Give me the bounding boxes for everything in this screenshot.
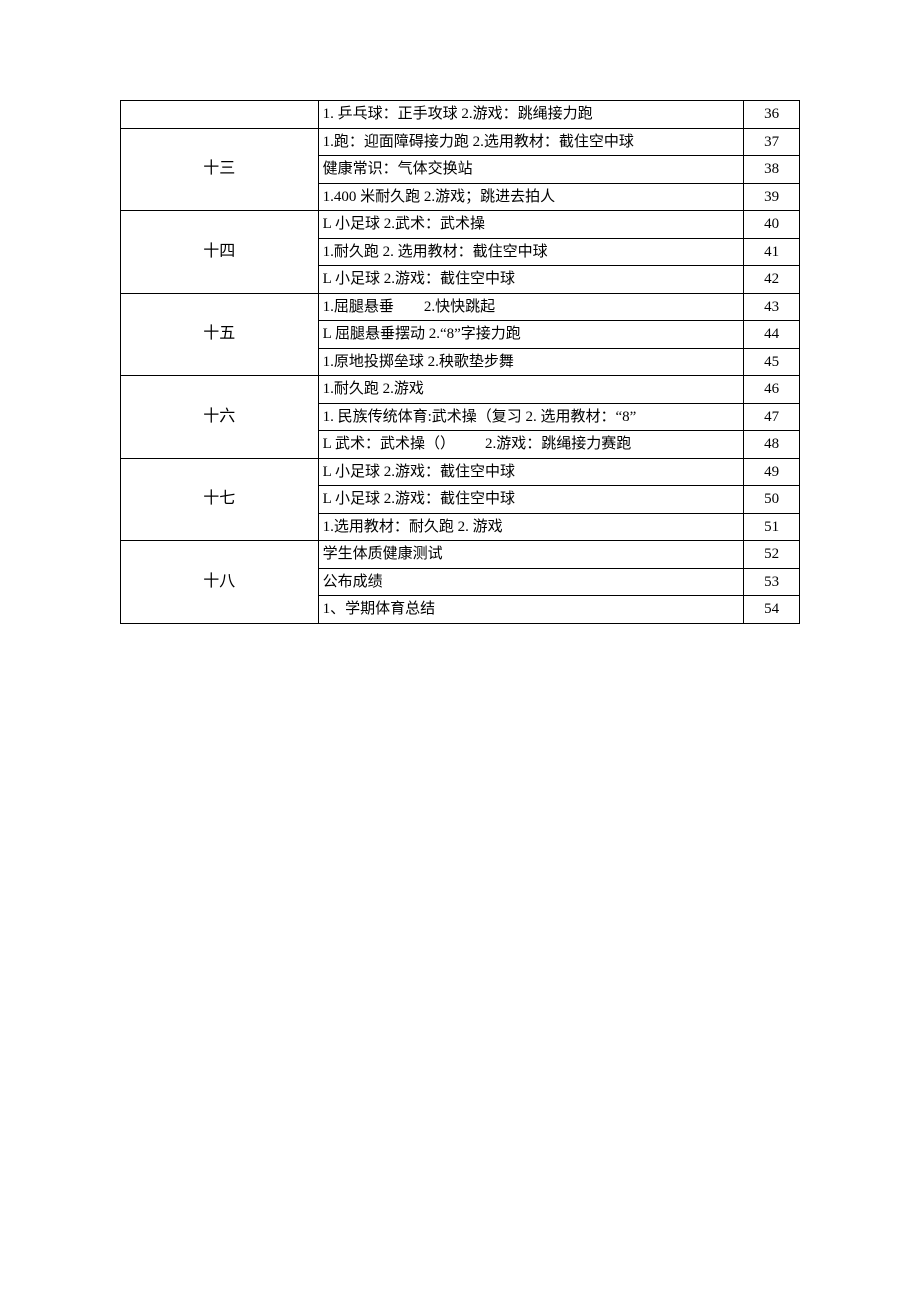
content-cell: L 武术：武术操（） 2.游戏：跳绳接力赛跑: [318, 431, 744, 459]
week-cell: 十八: [121, 541, 319, 624]
number-cell: 48: [744, 431, 800, 459]
number-cell: 47: [744, 403, 800, 431]
number-cell: 53: [744, 568, 800, 596]
content-cell: 1.屈腿悬垂 2.快快跳起: [318, 293, 744, 321]
document-page: 1. 乒乓球：正手攻球 2.游戏：跳绳接力跑36十三1.跑：迎面障碍接力跑 2.…: [0, 0, 920, 624]
table-row: 十三1.跑：迎面障碍接力跑 2.选用教材：截住空中球37: [121, 128, 800, 156]
number-cell: 37: [744, 128, 800, 156]
number-cell: 38: [744, 156, 800, 184]
number-cell: 36: [744, 101, 800, 129]
table-row: 十七L 小足球 2.游戏：截住空中球49: [121, 458, 800, 486]
content-cell: L 小足球 2.游戏：截住空中球: [318, 458, 744, 486]
content-cell: 1.选用教材：耐久跑 2. 游戏: [318, 513, 744, 541]
week-cell: 十七: [121, 458, 319, 541]
number-cell: 43: [744, 293, 800, 321]
week-cell: 十四: [121, 211, 319, 294]
table-row: 1. 乒乓球：正手攻球 2.游戏：跳绳接力跑36: [121, 101, 800, 129]
schedule-table: 1. 乒乓球：正手攻球 2.游戏：跳绳接力跑36十三1.跑：迎面障碍接力跑 2.…: [120, 100, 800, 624]
content-cell: 1.原地投掷垒球 2.秧歌垫步舞: [318, 348, 744, 376]
content-cell: 1.耐久跑 2.游戏: [318, 376, 744, 404]
content-cell: 学生体质健康测试: [318, 541, 744, 569]
content-cell: L 小足球 2.游戏：截住空中球: [318, 486, 744, 514]
week-cell: [121, 101, 319, 129]
content-cell: 1、学期体育总结: [318, 596, 744, 624]
table-row: 十五1.屈腿悬垂 2.快快跳起43: [121, 293, 800, 321]
table-row: 十六1.耐久跑 2.游戏46: [121, 376, 800, 404]
number-cell: 41: [744, 238, 800, 266]
content-cell: 健康常识：气体交换站: [318, 156, 744, 184]
content-cell: 1. 民族传统体育:武术操（复习 2. 选用教材：“8”: [318, 403, 744, 431]
number-cell: 40: [744, 211, 800, 239]
content-cell: L 小足球 2.武术：武术操: [318, 211, 744, 239]
number-cell: 51: [744, 513, 800, 541]
number-cell: 46: [744, 376, 800, 404]
content-cell: 公布成绩: [318, 568, 744, 596]
number-cell: 50: [744, 486, 800, 514]
number-cell: 42: [744, 266, 800, 294]
week-cell: 十五: [121, 293, 319, 376]
number-cell: 39: [744, 183, 800, 211]
week-cell: 十六: [121, 376, 319, 459]
content-cell: 1.耐久跑 2. 选用教材：截住空中球: [318, 238, 744, 266]
content-cell: 1.跑：迎面障碍接力跑 2.选用教材：截住空中球: [318, 128, 744, 156]
content-cell: 1.400 米耐久跑 2.游戏；跳进去拍人: [318, 183, 744, 211]
number-cell: 52: [744, 541, 800, 569]
week-cell: 十三: [121, 128, 319, 211]
number-cell: 54: [744, 596, 800, 624]
number-cell: 49: [744, 458, 800, 486]
table-body: 1. 乒乓球：正手攻球 2.游戏：跳绳接力跑36十三1.跑：迎面障碍接力跑 2.…: [121, 101, 800, 624]
table-row: 十四L 小足球 2.武术：武术操40: [121, 211, 800, 239]
content-cell: L 小足球 2.游戏：截住空中球: [318, 266, 744, 294]
content-cell: 1. 乒乓球：正手攻球 2.游戏：跳绳接力跑: [318, 101, 744, 129]
number-cell: 44: [744, 321, 800, 349]
number-cell: 45: [744, 348, 800, 376]
content-cell: L 屈腿悬垂摆动 2.“8”字接力跑: [318, 321, 744, 349]
table-row: 十八学生体质健康测试52: [121, 541, 800, 569]
